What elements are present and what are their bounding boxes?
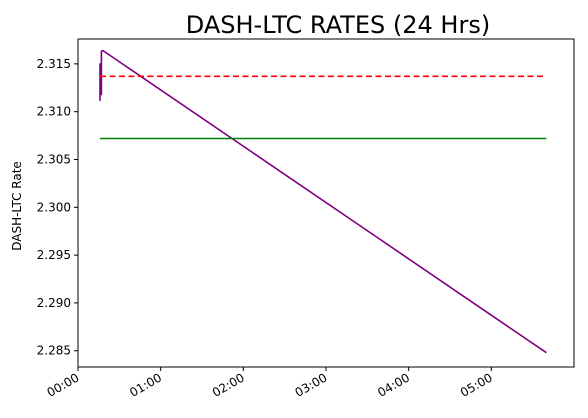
chart-title: DASH-LTC RATES (24 Hrs): [186, 11, 490, 39]
series-line-1: [99, 49, 547, 354]
x-tick-label: 00:00: [45, 370, 82, 399]
y-tick-label: 2.295: [37, 248, 71, 262]
y-tick-label: 2.285: [37, 344, 71, 358]
y-axis-label: DASH-LTC Rate: [10, 161, 24, 251]
x-tick-label: 02:00: [210, 370, 247, 399]
x-tick-label: 05:00: [458, 370, 495, 399]
y-tick-label: 2.310: [37, 105, 71, 119]
y-axis-ticks: 2.285 2.290 2.295 2.300 2.305 2.310 2.315: [37, 57, 78, 358]
y-tick-label: 2.290: [37, 296, 71, 310]
x-axis-ticks: 00:00 01:00 02:00 03:00 04:00 05:00: [45, 367, 495, 400]
x-tick-label: 04:00: [375, 370, 412, 399]
y-tick-label: 2.315: [37, 57, 71, 71]
y-tick-label: 2.300: [37, 200, 71, 214]
series-layer: [99, 49, 547, 354]
x-tick-label: 01:00: [127, 370, 164, 399]
y-tick-label: 2.305: [37, 152, 71, 166]
x-tick-label: 03:00: [293, 370, 330, 399]
plot-frame: [77, 38, 575, 368]
